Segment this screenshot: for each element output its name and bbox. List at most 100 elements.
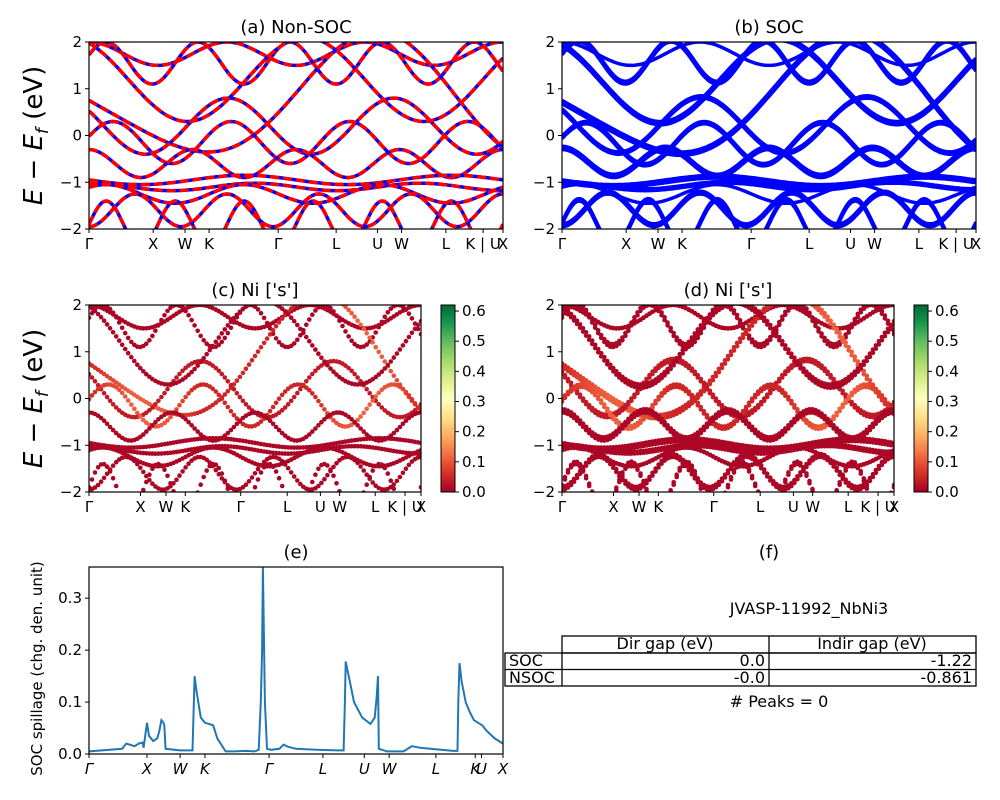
band-point [376, 349, 382, 355]
band-point [373, 344, 379, 350]
band-point [186, 419, 191, 425]
band-point [734, 456, 740, 462]
band-point [240, 370, 246, 376]
band-point [279, 408, 285, 413]
x-tick-label: L [283, 498, 292, 516]
band-point [792, 477, 797, 483]
x-tick-label: K [677, 235, 688, 253]
band-point [316, 483, 321, 489]
band-point [273, 323, 279, 329]
band-point [234, 421, 240, 427]
band-point [255, 466, 261, 472]
band-point [638, 420, 643, 426]
band-point [780, 372, 785, 378]
band-point [804, 420, 809, 426]
band-point [207, 347, 212, 353]
band-point [846, 348, 851, 353]
band-point [562, 474, 568, 480]
band-point [138, 414, 143, 419]
band-point [674, 472, 679, 478]
band-point [222, 392, 228, 397]
band-point [270, 404, 276, 410]
band-point [749, 473, 755, 479]
band-point [273, 424, 279, 430]
band-point [129, 339, 134, 345]
band-point [885, 318, 891, 324]
band-point [316, 423, 321, 428]
plot-frame [88, 566, 504, 755]
band-point [867, 354, 873, 360]
y-tick-label: 0.1 [58, 693, 82, 711]
band-point [783, 477, 788, 483]
band-point [725, 468, 731, 473]
band-point [608, 412, 613, 418]
band-point [761, 318, 767, 324]
x-tick-label: Γ [558, 498, 567, 516]
band-point [595, 396, 601, 402]
band-point [295, 478, 300, 483]
band-point [689, 366, 695, 371]
band-point [403, 389, 409, 395]
band-point [89, 375, 95, 380]
band-point [786, 350, 791, 356]
band-point [147, 426, 152, 431]
x-tick-label: L [756, 498, 765, 516]
band-point [409, 316, 415, 321]
x-tick-label: U [788, 498, 799, 516]
band-point [113, 405, 119, 410]
band-point [689, 338, 695, 344]
x-tick-label: Γ [265, 760, 275, 778]
band-point [864, 376, 870, 382]
band-point [240, 398, 246, 404]
colorbar-tick-label: 0.6 [935, 302, 959, 320]
band-point [304, 334, 309, 340]
band-point [409, 459, 415, 464]
band-line-overlay [89, 119, 503, 166]
x-tick-label: U [476, 760, 487, 778]
band-point [273, 469, 279, 474]
band-point [334, 313, 339, 319]
band-point [135, 410, 140, 416]
band-point [129, 402, 134, 407]
band-point [228, 325, 234, 331]
spillage-line [89, 567, 503, 753]
band-point [388, 359, 394, 364]
band-point [216, 392, 222, 398]
band-point [755, 402, 761, 408]
x-tick-label: X [889, 498, 899, 516]
band-line [89, 96, 503, 156]
band-point [768, 388, 773, 394]
band-point [270, 327, 276, 333]
band-point [671, 363, 676, 368]
band-point [237, 374, 243, 380]
band-point [665, 320, 670, 325]
band-point [95, 311, 101, 317]
band-point [113, 459, 119, 465]
band-point [406, 462, 412, 468]
band-point [174, 477, 179, 483]
band-point [734, 418, 740, 424]
band-point [792, 416, 797, 422]
band-point [132, 358, 137, 364]
band-point [273, 336, 279, 341]
band-point [656, 462, 661, 467]
band-point [849, 322, 854, 327]
band-point [361, 429, 367, 434]
band-point [394, 478, 400, 484]
band-point [328, 366, 333, 371]
band-point [828, 457, 833, 463]
x-tick-label: L [432, 760, 440, 778]
band-point [635, 388, 640, 394]
band-point [304, 322, 309, 328]
band-point [749, 424, 755, 430]
band-point [825, 416, 830, 422]
band-point [243, 482, 249, 488]
x-tick-label: K [204, 235, 215, 253]
band-point [876, 392, 882, 397]
band-line-overlay [89, 42, 503, 124]
band-point [249, 475, 255, 480]
band-point [394, 427, 400, 433]
band-point [322, 407, 327, 412]
band-point [328, 467, 333, 473]
band-point [876, 463, 882, 469]
